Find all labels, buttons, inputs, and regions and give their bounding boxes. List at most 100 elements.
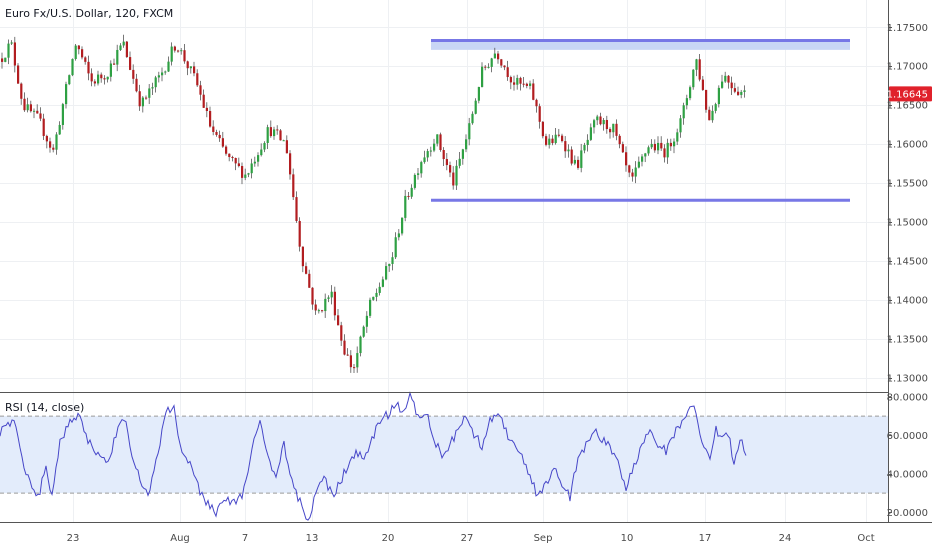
candle-down — [577, 159, 580, 168]
candle-up — [583, 145, 586, 151]
candle-up — [257, 155, 260, 162]
candle-up — [423, 157, 426, 163]
candle-down — [615, 123, 618, 136]
candle-up — [106, 76, 109, 80]
candle-down — [730, 82, 733, 89]
candle-up — [685, 98, 688, 106]
candle-down — [564, 141, 567, 152]
candle-up — [381, 279, 384, 287]
time-axis[interactable]: 23 Aug 7 13 20 27 Sep 10 17 24 Oct — [67, 533, 875, 544]
candle-up — [33, 110, 36, 112]
price-axis[interactable]: 1.13000 1.13500 1.14000 1.14500 1.15000 1.155… — [887, 23, 928, 385]
candle-up — [180, 50, 183, 52]
candle-up — [679, 118, 682, 133]
candle-up — [122, 41, 125, 46]
candle-up — [721, 81, 724, 88]
price-tick-label: 1.17000 — [887, 62, 928, 73]
candle-up — [68, 75, 71, 85]
time-tick-label: 13 — [306, 533, 319, 544]
rsi-panel — [0, 391, 888, 521]
candle-down — [231, 157, 234, 159]
price-tick-label: 1.16500 — [887, 101, 928, 112]
candle-up — [58, 124, 61, 135]
annotations — [431, 39, 850, 202]
candle-up — [362, 326, 365, 337]
candle-down — [279, 130, 282, 141]
candle-up — [65, 84, 68, 105]
candle-up — [490, 58, 493, 67]
candle-up — [10, 42, 13, 44]
price-tick-label: 1.15500 — [887, 179, 928, 190]
candle-up — [394, 237, 397, 258]
rsi-axis[interactable]: 20.0000 40.0000 60.0000 80.0000 — [887, 392, 928, 519]
candle-up — [55, 134, 58, 150]
candle-up — [426, 151, 429, 158]
candle-down — [445, 159, 448, 166]
time-tick-label: Sep — [534, 533, 553, 544]
candle-up — [493, 53, 496, 59]
candle-up — [401, 217, 404, 234]
price-tick-label: 1.15000 — [887, 218, 928, 229]
candle-down — [295, 197, 298, 221]
candle-down — [145, 97, 148, 99]
candle-down — [212, 126, 215, 132]
candle-up — [372, 296, 375, 300]
last-price-value: 1.16645 — [887, 89, 928, 100]
candle-up — [647, 147, 650, 154]
candle-up — [170, 46, 173, 62]
candle-down — [538, 106, 541, 122]
candle-down — [81, 49, 84, 58]
candle-down — [407, 195, 410, 197]
candle-up — [391, 257, 394, 264]
candle-up — [477, 86, 480, 101]
candle-up — [529, 83, 532, 86]
candle-down — [183, 50, 186, 62]
candle-up — [673, 141, 676, 147]
price-tick-label: 1.14000 — [887, 296, 928, 307]
candle-up — [711, 110, 714, 121]
candle-up — [471, 113, 474, 124]
candles — [1, 34, 746, 373]
time-tick-label: 27 — [461, 533, 474, 544]
candle-down — [541, 121, 544, 137]
candle-down — [519, 77, 522, 84]
candle-up — [724, 75, 727, 82]
candle-down — [314, 304, 317, 311]
candle-up — [593, 120, 596, 128]
candle-up — [682, 105, 685, 119]
candle-up — [602, 119, 605, 125]
candle-up — [634, 167, 637, 177]
price-tick-label: 1.16000 — [887, 140, 928, 151]
candle-down — [733, 88, 736, 92]
candle-down — [669, 142, 672, 147]
candle-up — [263, 142, 266, 150]
candle-down — [205, 107, 208, 111]
candle-down — [509, 77, 512, 83]
candle-down — [340, 325, 343, 341]
candle-down — [551, 138, 554, 144]
candle-down — [701, 79, 704, 90]
candle-up — [247, 173, 250, 175]
candle-up — [189, 66, 192, 69]
candle-down — [292, 174, 295, 198]
candle-down — [727, 75, 730, 83]
candle-up — [567, 149, 570, 152]
candle-up — [554, 134, 557, 144]
candle-up — [109, 63, 112, 77]
candle-up — [164, 71, 167, 73]
candle-down — [737, 91, 740, 95]
candle-up — [692, 69, 695, 88]
candle-down — [343, 340, 346, 355]
candle-up — [468, 123, 471, 140]
candle-up — [714, 104, 717, 111]
candle-down — [557, 134, 560, 136]
candle-up — [253, 161, 256, 164]
candle-up — [369, 299, 372, 316]
candle-up — [596, 116, 599, 121]
candle-down — [113, 63, 116, 65]
candle-up — [740, 91, 743, 95]
candle-down — [628, 165, 631, 173]
candle-up — [717, 87, 720, 105]
candle-down — [653, 143, 656, 151]
candle-down — [225, 146, 228, 154]
